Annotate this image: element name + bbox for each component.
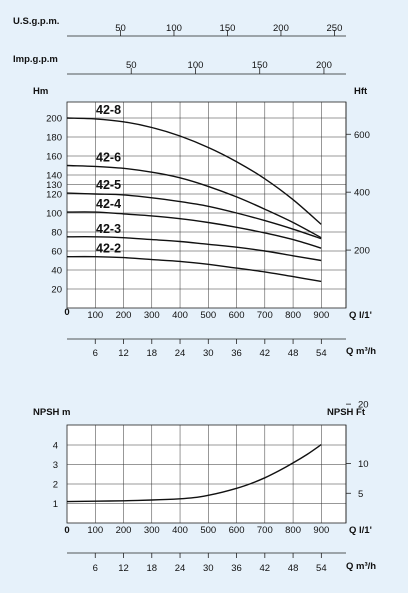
x-tick-label-top: 100	[87, 310, 103, 321]
origin-label-top: 0	[64, 307, 69, 318]
m3h-axis-label-bottom: Q m³/h	[346, 561, 376, 572]
y-tick-label-top: 140	[46, 171, 62, 182]
flow-axis-label-top: Q l/1'	[349, 310, 372, 321]
x-tick-label-top: 500	[200, 310, 216, 321]
impgpm-tick-label: 50	[126, 60, 137, 71]
x-tick-label-bottom: 900	[313, 525, 329, 536]
m3h-tick-label-bottom: 18	[146, 563, 157, 574]
m3h-tick-label-bottom: 30	[203, 563, 214, 574]
m3h-tick-label-top: 6	[93, 348, 98, 359]
usgpm-tick-label: 100	[166, 23, 182, 34]
head-ft-axis-label: Hft	[354, 86, 368, 97]
x-tick-label-bottom: 300	[144, 525, 160, 536]
m3h-axis-label-top: Q m³/h	[346, 346, 376, 357]
m3h-tick-label-bottom: 6	[93, 563, 98, 574]
y-tick-label-bottom: 1	[53, 499, 58, 510]
y-tick-label-top: 180	[46, 133, 62, 144]
usgpm-tick-label: 250	[327, 23, 343, 34]
y-tick-label-top: 40	[51, 266, 62, 277]
x-tick-label-bottom: 200	[116, 525, 132, 536]
curve-label-42-2: 42-2	[96, 242, 121, 256]
x-tick-label-bottom: 600	[229, 525, 245, 536]
y-tick-label-bottom: 3	[53, 460, 58, 471]
y-tick-label-top: 100	[46, 209, 62, 220]
usgpm-axis-label: U.S.g.p.m.	[13, 16, 59, 27]
curve-label-42-8: 42-8	[96, 103, 121, 117]
pump-curve-42-5	[66, 192, 322, 240]
y2-tick-label-top: 200	[354, 246, 370, 257]
x-tick-label-top: 900	[313, 310, 329, 321]
x-tick-label-bottom: 800	[285, 525, 301, 536]
m3h-tick-label-bottom: 36	[231, 563, 242, 574]
impgpm-tick-label: 150	[252, 60, 268, 71]
m3h-tick-label-bottom: 24	[175, 563, 186, 574]
y2-tick-label-bottom: 10	[358, 459, 369, 470]
usgpm-tick-label: 150	[220, 23, 236, 34]
x-tick-label-top: 700	[257, 310, 273, 321]
impgpm-tick-label: 100	[188, 60, 204, 71]
usgpm-tick-label: 200	[273, 23, 289, 34]
y-tick-label-top: 200	[46, 114, 62, 125]
y-tick-label-bottom: 2	[53, 480, 58, 491]
pump-curve-42-4	[66, 211, 322, 249]
x-tick-label-bottom: 100	[87, 525, 103, 536]
npsh-ft-axis-label: NPSH Ft	[327, 407, 366, 418]
npsh-curve	[66, 444, 322, 503]
x-tick-label-top: 800	[285, 310, 301, 321]
origin-label-bottom: 0	[64, 525, 69, 536]
impgpm-axis-label: Imp.g.p.m	[13, 54, 58, 65]
y2-tick-label-top: 600	[354, 130, 370, 141]
m3h-tick-label-bottom: 54	[316, 563, 327, 574]
m3h-tick-label-top: 36	[231, 348, 242, 359]
y-tick-label-bottom: 4	[53, 441, 58, 452]
m3h-tick-label-top: 18	[146, 348, 157, 359]
m3h-tick-label-bottom: 42	[260, 563, 271, 574]
pump-curve-42-6	[66, 164, 322, 239]
curve-label-42-3: 42-3	[96, 222, 121, 236]
y-tick-label-top: 80	[51, 228, 62, 239]
x-tick-label-bottom: 500	[200, 525, 216, 536]
curve-label-42-4: 42-4	[96, 197, 121, 211]
head-m-axis-label: Hm	[33, 86, 48, 97]
y2-tick-label-bottom: 5	[358, 489, 363, 500]
y-tick-label-top: 120	[46, 190, 62, 201]
pump-curve-42-3	[66, 236, 322, 262]
curve-label-42-5: 42-5	[96, 178, 121, 192]
impgpm-tick-label: 200	[316, 60, 332, 71]
x-tick-label-top: 200	[116, 310, 132, 321]
m3h-tick-label-top: 12	[118, 348, 129, 359]
m3h-tick-label-top: 48	[288, 348, 299, 359]
y-tick-label-top: 60	[51, 247, 62, 258]
m3h-tick-label-top: 24	[175, 348, 186, 359]
curve-label-42-6: 42-6	[96, 151, 121, 165]
x-tick-label-top: 400	[172, 310, 188, 321]
x-tick-label-bottom: 400	[172, 525, 188, 536]
pump-curve-42-2	[66, 255, 322, 283]
y-tick-label-top: 130	[46, 180, 62, 191]
plot-area-bottom	[66, 424, 347, 524]
x-tick-label-bottom: 700	[257, 525, 273, 536]
y-tick-label-top: 160	[46, 152, 62, 163]
pump-curve-42-8	[66, 117, 322, 225]
flow-axis-label-bottom: Q l/1'	[349, 525, 372, 536]
x-tick-label-top: 600	[229, 310, 245, 321]
npsh-m-axis-label: NPSH m	[33, 407, 70, 418]
m3h-tick-label-bottom: 12	[118, 563, 129, 574]
m3h-tick-label-top: 42	[260, 348, 271, 359]
m3h-tick-label-top: 54	[316, 348, 327, 359]
y2-tick-label-top: 400	[354, 188, 370, 199]
m3h-tick-label-bottom: 48	[288, 563, 299, 574]
usgpm-tick-label: 50	[115, 23, 126, 34]
y2-tick-label-bottom: 20	[358, 400, 369, 411]
x-tick-label-top: 300	[144, 310, 160, 321]
m3h-tick-label-top: 30	[203, 348, 214, 359]
y-tick-label-top: 20	[51, 285, 62, 296]
